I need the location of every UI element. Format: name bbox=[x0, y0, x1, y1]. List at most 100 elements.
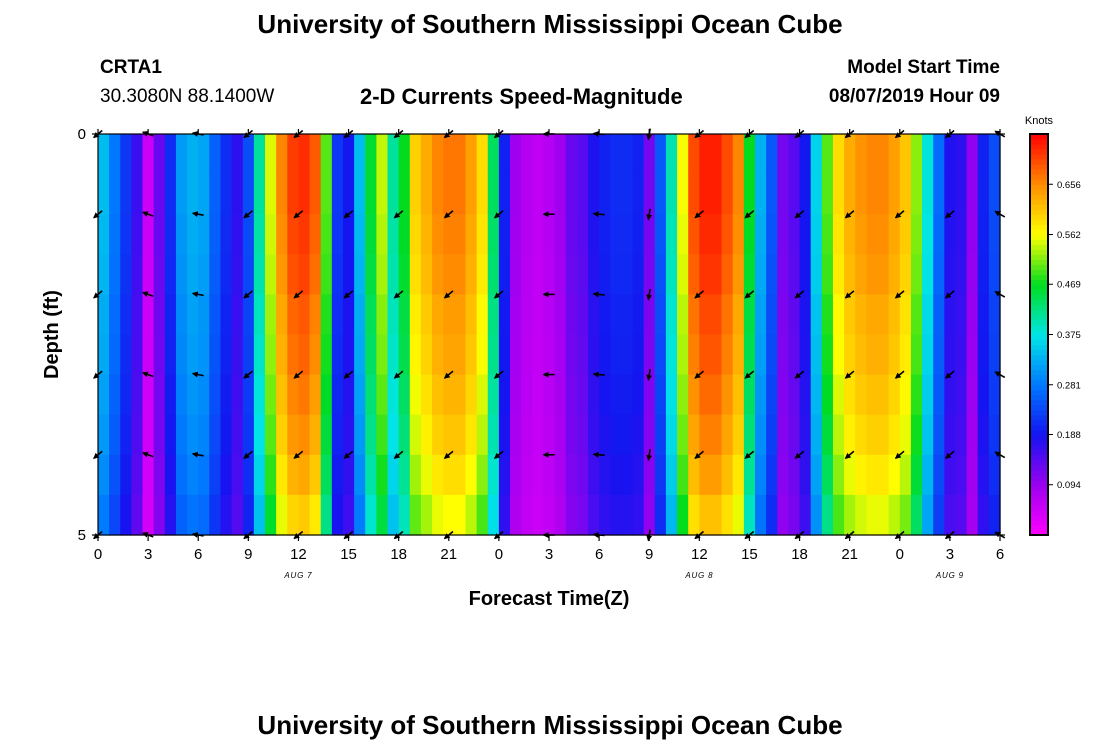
heatmap-cell bbox=[933, 494, 945, 536]
heatmap-cell bbox=[153, 294, 166, 336]
heatmap-cell bbox=[721, 134, 734, 175]
heatmap-cell bbox=[710, 334, 723, 376]
colorbar-segment bbox=[1030, 264, 1048, 270]
heatmap-cell bbox=[420, 494, 433, 536]
current-vector-arrow bbox=[343, 370, 354, 379]
colorbar-segment bbox=[1030, 314, 1048, 321]
heatmap-cell bbox=[777, 134, 790, 175]
heatmap-cell bbox=[821, 174, 834, 215]
heatmap-cell bbox=[610, 454, 622, 496]
heatmap-cell bbox=[810, 174, 823, 215]
heatmap-cell bbox=[910, 134, 923, 175]
colorbar-segment bbox=[1030, 319, 1048, 326]
heatmap-cell bbox=[175, 174, 188, 215]
heatmap-cell bbox=[153, 374, 166, 416]
heatmap-cell bbox=[821, 214, 834, 255]
heatmap-cell bbox=[331, 454, 344, 496]
current-vector-arrow bbox=[443, 370, 454, 379]
heatmap-cell bbox=[465, 214, 478, 255]
current-vector-arrow bbox=[844, 450, 855, 459]
y-tick-label: 0 bbox=[78, 126, 86, 143]
heatmap-cell bbox=[287, 334, 300, 376]
heatmap-cell bbox=[454, 494, 467, 536]
heatmap-cell bbox=[844, 294, 856, 336]
heatmap-cell bbox=[832, 454, 845, 496]
heatmap-cell bbox=[98, 174, 110, 215]
current-vector-arrow bbox=[694, 210, 705, 219]
heatmap-cell bbox=[944, 334, 957, 376]
current-vector-arrow bbox=[393, 290, 404, 299]
heatmap-cell bbox=[665, 174, 678, 215]
heatmap-cell bbox=[220, 174, 233, 215]
heatmap-cell bbox=[409, 334, 422, 376]
heatmap-cell bbox=[320, 174, 333, 215]
heatmap-cell bbox=[109, 494, 121, 536]
heatmap-cell bbox=[877, 134, 890, 175]
heatmap-cell bbox=[276, 174, 288, 215]
current-vector-arrow bbox=[646, 449, 653, 462]
heatmap-cell bbox=[955, 134, 968, 175]
heatmap-cell bbox=[576, 494, 589, 536]
current-vector-arrow bbox=[393, 370, 404, 379]
heatmap-cell bbox=[788, 454, 801, 496]
heatmap-cell bbox=[732, 254, 745, 295]
heatmap-cell bbox=[587, 294, 600, 336]
heatmap-cell bbox=[810, 414, 823, 456]
heatmap-cell bbox=[710, 494, 723, 536]
colorbar-segment bbox=[1030, 259, 1048, 265]
heatmap-cell bbox=[476, 374, 489, 416]
heatmap-cell bbox=[743, 454, 756, 496]
heatmap-cell bbox=[910, 494, 923, 536]
heatmap-cell bbox=[933, 414, 945, 456]
heatmap-cell bbox=[120, 134, 133, 175]
heatmap-cell bbox=[131, 134, 144, 175]
current-vector-arrow bbox=[343, 450, 354, 459]
heatmap-cell bbox=[955, 294, 968, 336]
heatmap-cell bbox=[231, 134, 244, 175]
heatmap-cell bbox=[164, 214, 177, 255]
heatmap-cell bbox=[977, 334, 990, 376]
heatmap-cell bbox=[120, 494, 133, 536]
page-title: University of Southern Mississippi Ocean… bbox=[257, 9, 843, 39]
heatmap-cell bbox=[799, 334, 812, 376]
x-tick-label: 15 bbox=[741, 546, 758, 563]
heatmap-cell bbox=[788, 494, 801, 536]
heatmap-cell bbox=[632, 494, 645, 536]
heatmap-cell bbox=[265, 414, 277, 456]
current-vector-arrow bbox=[744, 450, 755, 459]
current-vector-arrow bbox=[744, 370, 755, 379]
heatmap-cell bbox=[576, 334, 589, 376]
heatmap-cell bbox=[933, 454, 945, 496]
heatmap-cell bbox=[131, 374, 144, 416]
heatmap-cell bbox=[253, 494, 266, 536]
heatmap-cell bbox=[131, 214, 144, 255]
heatmap-cell bbox=[543, 374, 556, 416]
heatmap-cell bbox=[498, 214, 511, 255]
heatmap-cell bbox=[420, 414, 433, 456]
heatmap-cell bbox=[265, 294, 277, 336]
heatmap-cell bbox=[810, 294, 823, 336]
y-tick-label: 5 bbox=[78, 527, 86, 544]
colorbar-segment bbox=[1030, 459, 1048, 466]
colorbar-segment bbox=[1030, 269, 1048, 275]
colorbar-segment bbox=[1030, 304, 1048, 311]
heatmap-cell bbox=[109, 134, 121, 175]
heatmap-cell bbox=[521, 494, 533, 536]
colorbar-segment bbox=[1030, 254, 1048, 260]
heatmap-cell bbox=[821, 374, 834, 416]
heatmap-cell bbox=[654, 414, 667, 456]
heatmap-cell bbox=[866, 454, 879, 496]
heatmap-cell bbox=[799, 174, 812, 215]
heatmap-cell bbox=[565, 374, 578, 416]
heatmap-cell bbox=[320, 214, 333, 255]
heatmap-cell bbox=[409, 214, 422, 255]
current-vector-arrow bbox=[592, 451, 605, 458]
heatmap-cell bbox=[242, 494, 255, 536]
heatmap-cell bbox=[810, 494, 823, 536]
heatmap-cell bbox=[409, 254, 422, 295]
colorbar-segment bbox=[1030, 134, 1048, 140]
heatmap-cell bbox=[677, 454, 689, 496]
current-vector-arrow bbox=[141, 371, 154, 378]
heatmap-cell bbox=[710, 414, 723, 456]
heatmap-cell bbox=[933, 174, 945, 215]
